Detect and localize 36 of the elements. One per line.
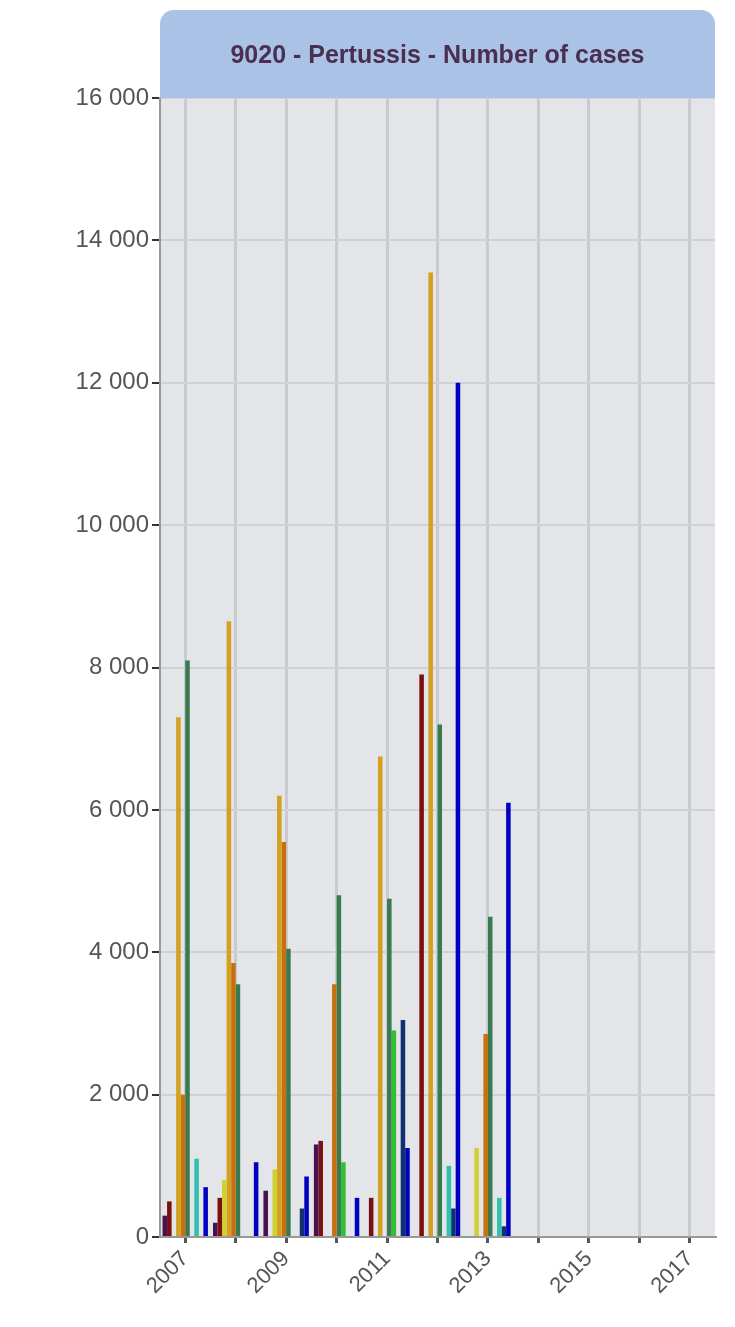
- bar: [286, 948, 291, 1236]
- bar: [167, 1201, 172, 1236]
- chart-title: 9020 - Pertussis - Number of cases: [160, 10, 715, 98]
- bar: [474, 1148, 479, 1236]
- bar: [332, 984, 337, 1236]
- bar: [377, 756, 383, 1236]
- bar: [231, 962, 236, 1236]
- y-tick-label: 16 000: [75, 82, 149, 110]
- bar: [263, 1190, 268, 1236]
- y-tick-label: 0: [135, 1221, 149, 1249]
- bar: [387, 898, 392, 1236]
- bar: [212, 1222, 218, 1236]
- y-tick-label: 4 000: [88, 936, 149, 964]
- y-tick-label: 14 000: [75, 225, 149, 252]
- bar: [304, 1176, 309, 1236]
- bar: [506, 802, 511, 1236]
- y-tick-label: 12 000: [75, 367, 149, 395]
- bar: [497, 1197, 502, 1236]
- bar: [451, 1208, 456, 1236]
- bar: [194, 1158, 199, 1236]
- bar: [341, 1162, 346, 1236]
- bar: [222, 1180, 227, 1236]
- bar: [483, 1034, 488, 1236]
- bar: [501, 1226, 507, 1236]
- y-tick-label: 2 000: [88, 1079, 149, 1107]
- bar: [176, 717, 181, 1236]
- y-tick-label: 6 000: [88, 794, 149, 822]
- bar: [203, 1187, 208, 1236]
- bar: [318, 1140, 323, 1236]
- bar: [419, 674, 424, 1236]
- bar: [405, 1148, 410, 1236]
- y-tick-label: 8 000: [88, 652, 149, 680]
- bar: [428, 272, 433, 1236]
- bar: [185, 660, 190, 1236]
- bar: [277, 795, 282, 1236]
- y-tick-label: 10 000: [75, 509, 149, 537]
